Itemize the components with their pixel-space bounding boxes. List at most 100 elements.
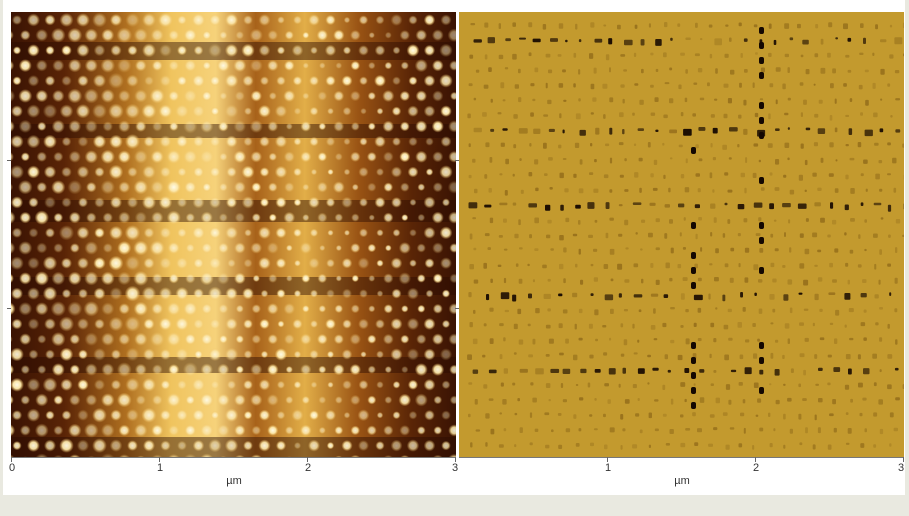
surface-feature: [61, 45, 72, 56]
surface-feature: [227, 258, 236, 268]
phase-mark-faint: [894, 308, 898, 313]
surface-feature: [94, 318, 105, 330]
phase-mark: [633, 294, 643, 298]
surface-feature: [258, 14, 271, 26]
surface-feature: [36, 151, 47, 162]
phase-mark-faint: [872, 82, 876, 89]
phase-mark-faint: [698, 217, 702, 221]
phase-mark-faint: [850, 188, 855, 194]
phase-mark-faint: [685, 69, 688, 74]
surface-feature: [439, 226, 453, 240]
phase-mark-faint: [528, 172, 533, 177]
phase-mark-faint: [473, 97, 477, 101]
phase-mark-faint: [775, 99, 778, 105]
phase-mark-faint: [680, 325, 684, 328]
phase-mark-faint: [685, 338, 690, 345]
phase-mark-faint: [753, 143, 759, 147]
phase-mark-faint: [708, 293, 711, 300]
surface-feature: [448, 303, 456, 315]
surface-feature: [342, 46, 352, 55]
surface-feature: [125, 377, 140, 392]
phase-mark-faint: [784, 323, 790, 329]
surface-feature: [259, 167, 270, 177]
phase-mark-faint: [473, 127, 482, 133]
phase-mark-faint: [768, 412, 771, 417]
phase-mark-faint: [815, 383, 819, 386]
surface-feature: [77, 379, 89, 391]
surface-feature: [11, 410, 23, 421]
phase-mark-faint: [683, 217, 686, 221]
phase-mark-faint: [680, 174, 685, 179]
surface-feature: [376, 259, 384, 267]
phase-mark: [895, 129, 901, 133]
surface-feature: [367, 122, 376, 131]
surface-feature: [176, 75, 188, 87]
phase-mark: [604, 294, 614, 301]
phase-mark-faint: [835, 159, 838, 162]
surface-feature: [59, 347, 74, 362]
surface-feature: [143, 136, 155, 148]
surface-feature: [268, 152, 277, 161]
phase-mark-faint: [548, 69, 553, 74]
phase-mark-faint: [742, 307, 746, 312]
phase-mark-faint: [724, 354, 729, 361]
phase-mark-faint: [503, 218, 507, 223]
phase-mark: [769, 203, 774, 210]
phase-mark-faint: [814, 293, 819, 301]
surface-feature: [183, 59, 197, 73]
surface-feature: [274, 348, 288, 361]
surface-feature: [251, 182, 262, 193]
phase-mark-faint: [654, 399, 659, 402]
phase-mark-faint: [712, 157, 716, 161]
phase-mark-faint: [727, 219, 731, 224]
surface-feature: [69, 454, 81, 457]
phase-mark-faint: [468, 174, 472, 179]
phase-mark: [774, 369, 780, 376]
phase-mark: [691, 342, 696, 349]
surface-feature: [149, 240, 165, 256]
surface-feature: [84, 28, 99, 42]
right-tick: [755, 457, 756, 462]
phase-mark-faint: [775, 339, 779, 343]
phase-mark-faint: [739, 82, 742, 88]
surface-feature: [45, 349, 55, 360]
phase-mark-faint: [827, 354, 832, 358]
surface-feature: [374, 74, 386, 87]
phase-mark-faint: [694, 442, 699, 446]
surface-feature: [432, 242, 444, 254]
phase-mark-faint: [622, 428, 626, 432]
phase-mark-faint: [787, 397, 792, 402]
phase-mark-faint: [820, 38, 824, 45]
phase-mark: [488, 369, 497, 374]
phase-mark-faint: [685, 37, 691, 40]
surface-feature: [11, 256, 24, 270]
phase-mark-faint: [472, 217, 476, 220]
surface-feature: [425, 168, 434, 176]
phase-mark: [545, 204, 551, 211]
surface-feature: [235, 454, 245, 457]
phase-mark-faint: [620, 323, 624, 328]
phase-mark-faint: [513, 323, 518, 330]
surface-feature: [359, 228, 368, 238]
phase-mark-faint: [565, 428, 571, 433]
phase-mark-faint: [655, 279, 660, 285]
phase-mark-faint: [574, 323, 577, 330]
phase-mark-faint: [685, 158, 688, 164]
surface-feature: [310, 289, 318, 298]
phase-mark-faint: [573, 83, 576, 88]
phase-mark-faint: [632, 112, 635, 116]
phase-mark-faint: [485, 442, 488, 447]
phase-mark-faint: [512, 53, 517, 60]
right-y-tick: [455, 160, 459, 161]
surface-feature: [134, 211, 147, 224]
phase-mark-faint: [814, 202, 821, 207]
phase-mark-faint: [595, 338, 598, 342]
surface-feature: [309, 228, 319, 237]
phase-mark-faint: [535, 368, 544, 375]
phase-mark: [565, 39, 568, 43]
phase-mark-faint: [873, 233, 878, 238]
surface-feature: [343, 16, 351, 24]
surface-feature: [432, 90, 444, 102]
surface-feature: [77, 136, 89, 147]
phase-mark-faint: [617, 263, 623, 270]
